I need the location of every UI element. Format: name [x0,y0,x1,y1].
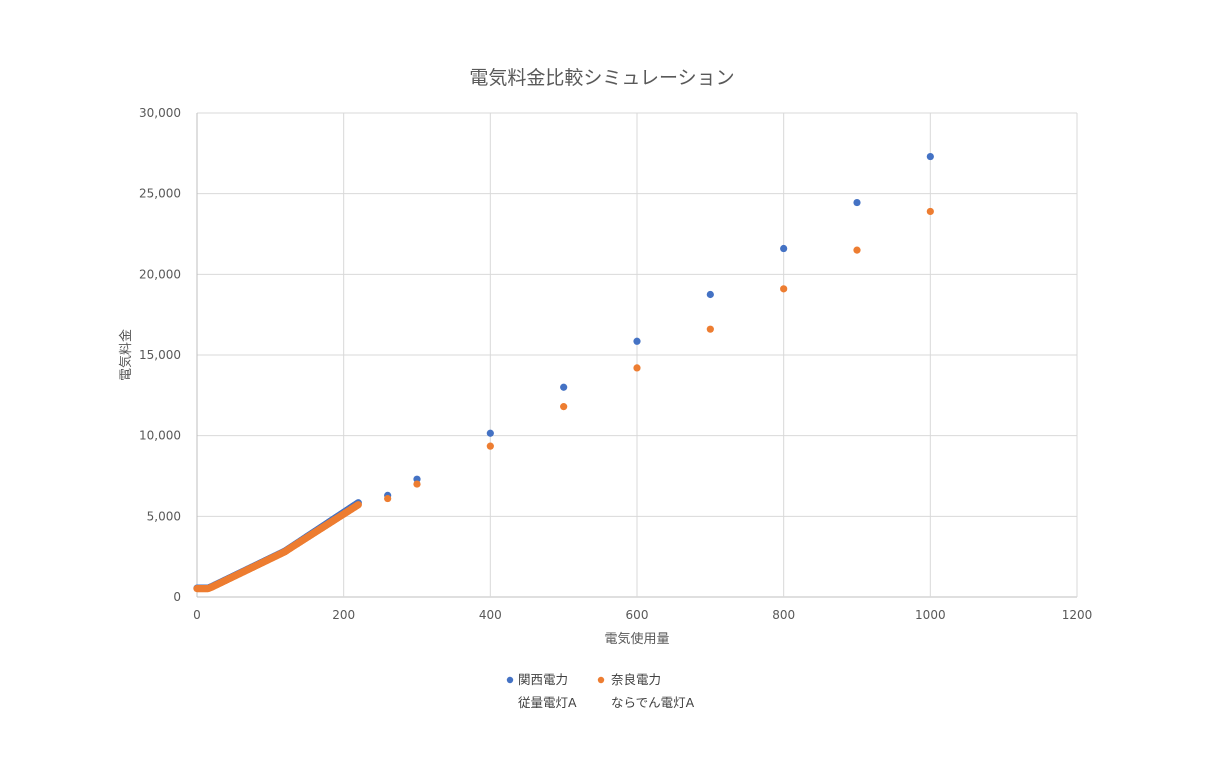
data-point [706,290,714,299]
data-point [633,364,641,372]
data-point [780,285,788,293]
data-points [193,152,934,593]
data-point [633,337,641,345]
legend-label-nara: 奈良電力 [611,672,661,687]
legend-marker-nara [597,676,605,684]
series-1 [193,207,934,593]
y-tick-label: 5,000 [147,509,181,523]
y-tick-label: 0 [173,590,181,604]
data-point [486,429,494,437]
series-0 [193,152,934,592]
data-point [926,152,934,161]
y-tick-label: 10,000 [139,429,181,443]
x-axis-label: 電気使用量 [604,631,669,647]
data-point [560,383,568,391]
data-point [486,442,494,450]
x-tick-label: 0 [193,608,201,622]
data-point [413,480,421,488]
y-tick-label: 15,000 [139,348,181,362]
x-tick-label: 600 [626,608,649,622]
data-point [384,494,392,503]
legend-sublabel-kansai: 従量電灯A [518,695,577,710]
x-tick-label: 400 [479,608,502,622]
x-tick-label: 1200 [1062,608,1093,622]
tick-labels: 0 5,000 10,000 15,000 20,000 25,000 30,000 0 200… [139,106,1092,622]
y-tick-label: 25,000 [139,187,181,201]
data-point [780,244,788,253]
x-tick-label: 1000 [915,608,946,622]
legend-marker-kansai [506,676,514,684]
x-tick-label: 800 [772,608,795,622]
legend-label-kansai: 関西電力 [518,672,568,687]
data-point [706,325,714,333]
x-tick-label: 200 [332,608,355,622]
legend-sublabel-nara: ならでん電灯A [611,695,695,710]
data-point [926,207,934,216]
data-point [853,246,861,254]
data-point [853,198,861,207]
y-axis-label: 電気料金 [118,329,134,381]
y-tick-label: 30,000 [139,106,181,120]
y-tick-label: 20,000 [139,267,181,281]
gridlines [196,112,1078,598]
data-point [354,501,362,509]
data-point [560,403,568,411]
legend: 関西電力 従量電灯A 奈良電力 ならでん電灯A [506,672,695,710]
chart-title: 電気料金比較シミュレーション [469,67,734,89]
